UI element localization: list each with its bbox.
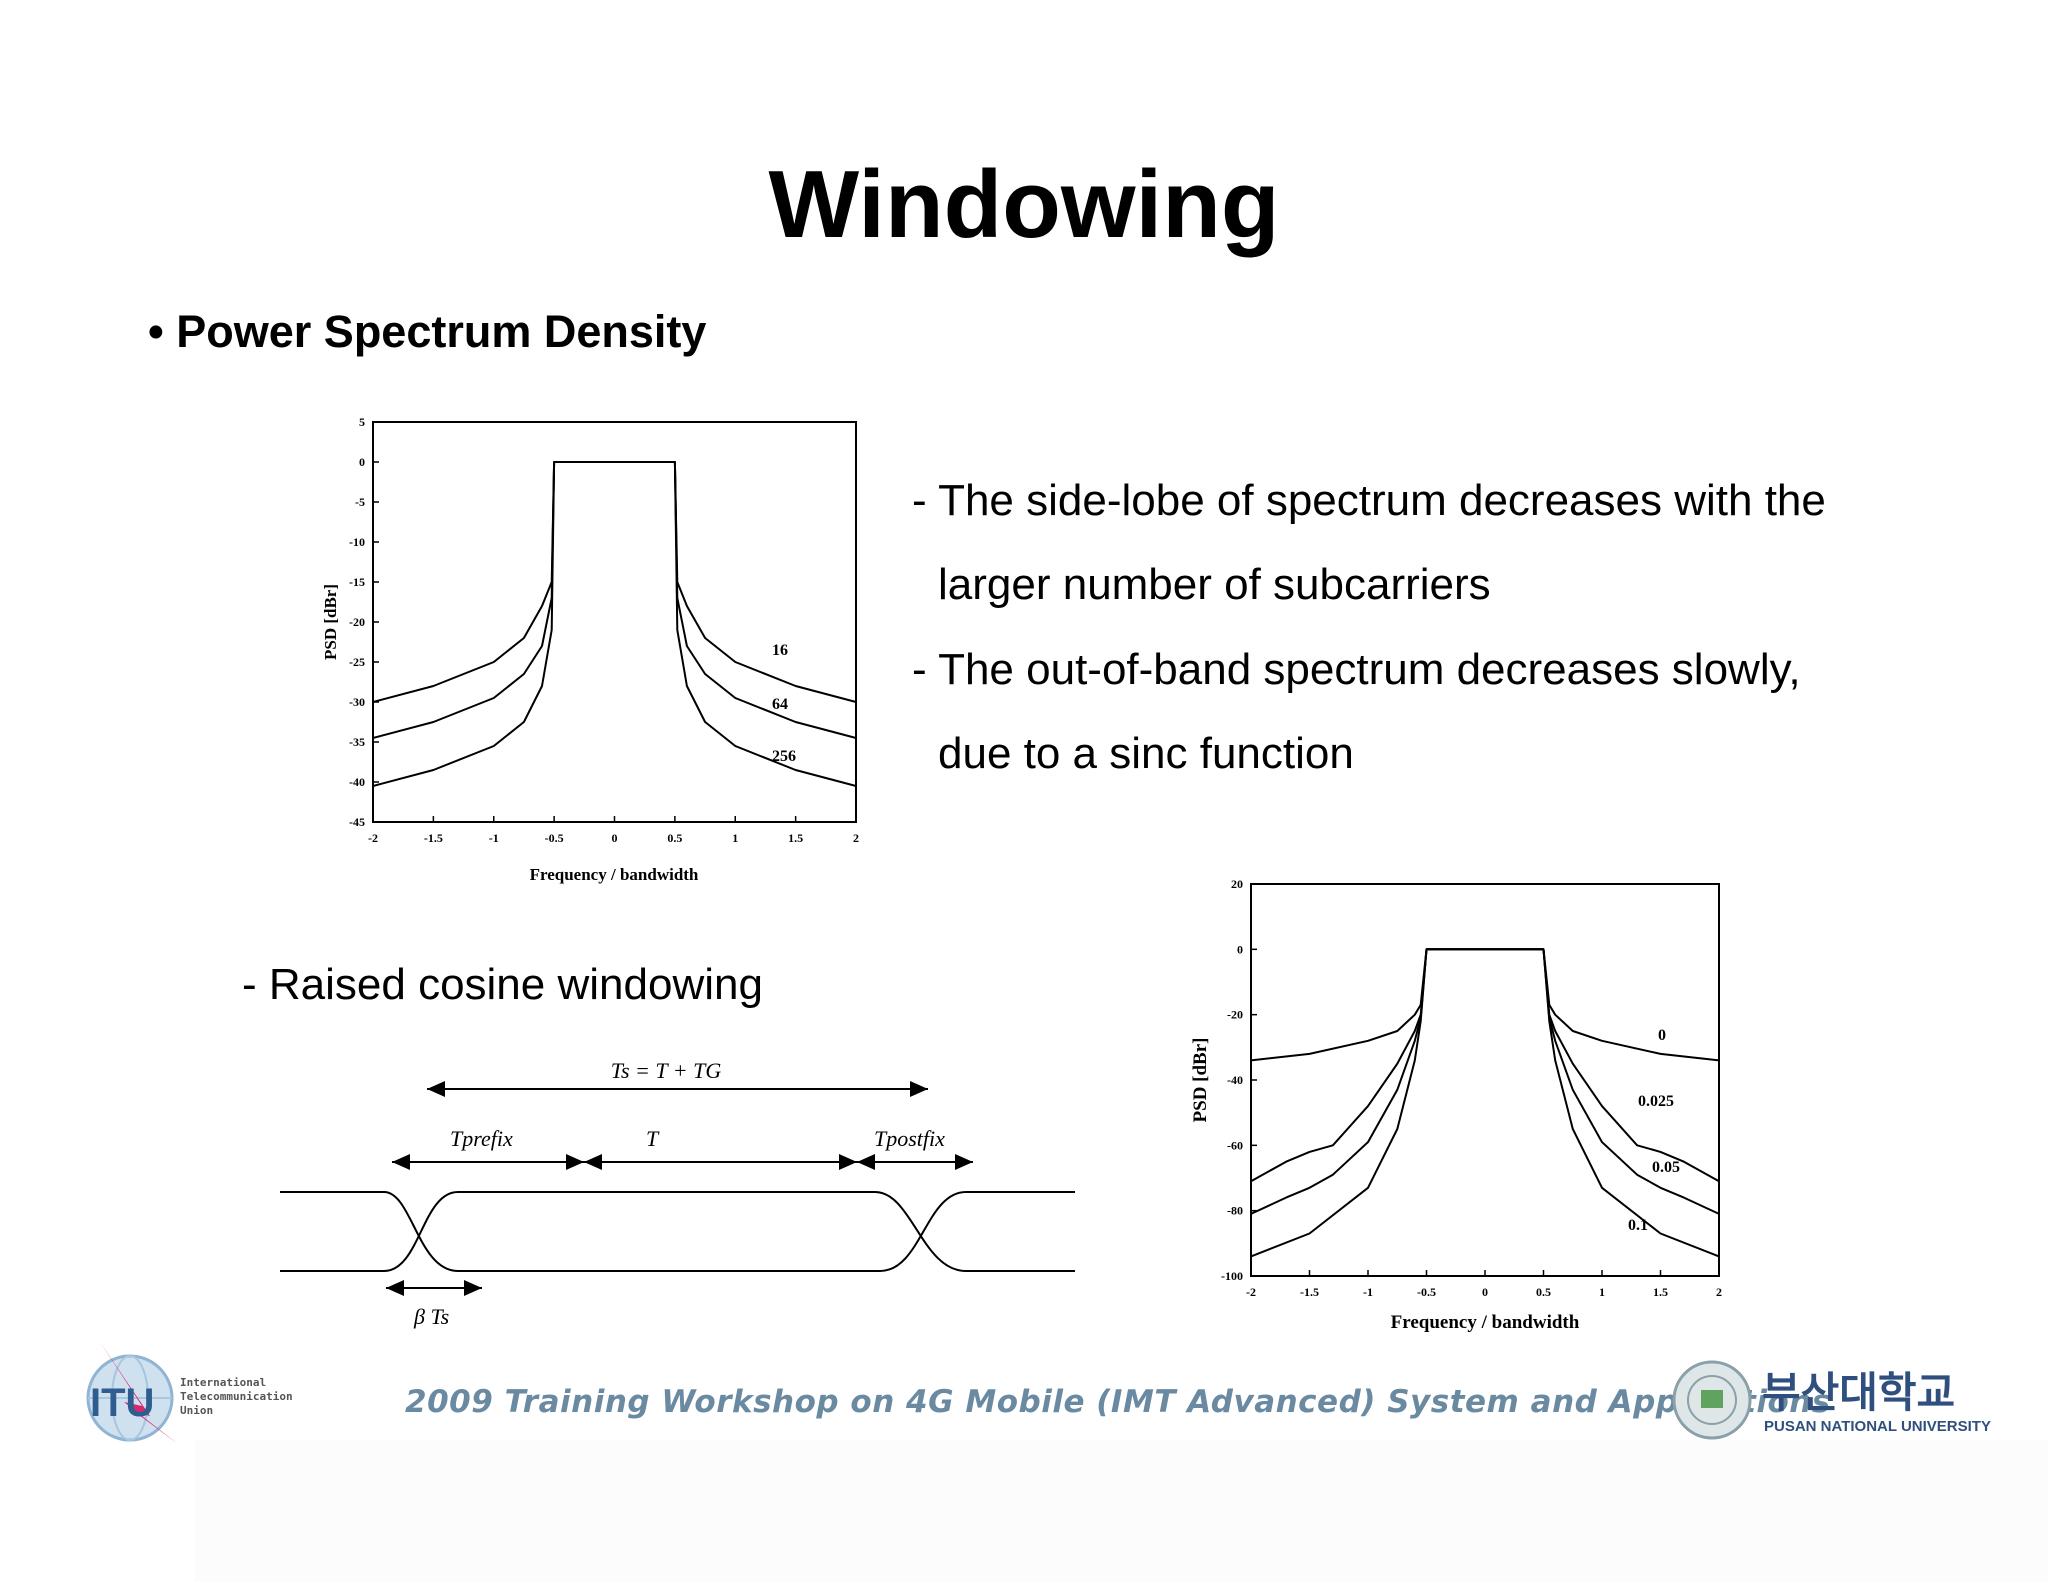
university-english-name: PUSAN NATIONAL UNIVERSITY: [1764, 1418, 1991, 1435]
slide-title: Windowing: [768, 151, 1280, 258]
t-prefix-label: Tprefix: [450, 1126, 513, 1151]
plot-frame: [1250, 883, 1720, 1277]
y-tick-label: -20: [349, 615, 365, 629]
y-tick-label: 0: [1237, 942, 1243, 956]
workshop-footer-text: 2009 Training Workshop on 4G Mobile (IMT…: [405, 1384, 1831, 1420]
y-tick-label: 20: [1231, 877, 1243, 891]
t-postfix-label: Tpostfix: [874, 1126, 945, 1151]
y-tick-label: -35: [349, 735, 365, 749]
series-lines: [372, 461, 857, 787]
series-line-16: [372, 461, 857, 703]
itu-logo: ITU International Telecommunication Unio…: [86, 1342, 293, 1444]
x-tick-label: 0: [612, 831, 618, 845]
ts-label: Ts = T + TG: [611, 1058, 722, 1083]
x-tick-label: -1: [1363, 1285, 1373, 1299]
itu-org-line-1: International: [180, 1376, 266, 1389]
series-label-16: 16: [772, 642, 788, 659]
series-line-256: [372, 461, 857, 787]
series-line-0.025: [1250, 948, 1720, 1183]
series-label-256: 256: [772, 748, 796, 765]
pusan-university-logo: 부산대학교 PUSAN NATIONAL UNIVERSITY: [1672, 1360, 1991, 1440]
y-axis-label: PSD [dBr]: [1190, 1038, 1211, 1123]
y-tick-label: -10: [349, 535, 365, 549]
note-line-3: - The out-of-band spectrum decreases slo…: [912, 645, 1801, 694]
x-tick-label: 0.5: [667, 831, 682, 845]
series-lines: [1250, 948, 1720, 1258]
beta-ts-label: β Ts: [413, 1304, 449, 1329]
note-line-4: due to a sinc function: [938, 729, 1354, 778]
y-tick-label: -40: [349, 775, 365, 789]
axis-ticks: -2 -1.5 -1 -0.5 0 0.5 1 1.5 2 5 0 -5 -10 -15 -20 -25 -30…: [349, 415, 859, 845]
psd-rolloff-chart: -2 -1.5 -1 -0.5 0 0.5 1 1.5 2 20 0 -20 -40 -60 -80 -100…: [1190, 877, 1722, 1333]
x-tick-label: 0.5: [1536, 1285, 1551, 1299]
t-label: T: [646, 1126, 660, 1151]
psd-subcarriers-chart: -2 -1.5 -1 -0.5 0 0.5 1 1.5 2 5 0 -5 -10 -15 -20 -25 -30…: [321, 415, 859, 884]
x-tick-label: 1.5: [1653, 1285, 1668, 1299]
series-line-0: [1250, 948, 1720, 1062]
y-tick-label: -40: [1227, 1073, 1243, 1087]
university-korean-name: 부산대학교: [1762, 1368, 1955, 1417]
seal-emblem-icon: [1701, 1390, 1723, 1408]
x-tick-label: -1: [489, 831, 499, 845]
series-label-0.025: 0.025: [1638, 1093, 1674, 1110]
y-axis-label: PSD [dBr]: [321, 584, 340, 660]
x-axis-label: Frequency / bandwidth: [1391, 1312, 1580, 1333]
x-tick-label: 1.5: [788, 831, 803, 845]
itu-org-line-3: Union: [180, 1404, 213, 1417]
raised-cosine-timing-diagram: Ts = T + TG Tprefix T Tpostfix β Ts: [280, 1058, 1075, 1329]
x-tick-label: 1: [1599, 1285, 1605, 1299]
bullet-heading: • Power Spectrum Density: [148, 306, 707, 357]
series-label-0.1: 0.1: [1628, 1217, 1648, 1234]
y-tick-label: -20: [1227, 1008, 1243, 1022]
x-tick-label: -2: [368, 831, 378, 845]
x-tick-label: -1.5: [1300, 1285, 1319, 1299]
x-tick-label: -0.5: [545, 831, 564, 845]
series-label-0: 0: [1658, 1027, 1666, 1044]
x-axis-label: Frequency / bandwidth: [530, 865, 699, 884]
series-label-0.05: 0.05: [1652, 1159, 1680, 1176]
x-tick-label: 2: [853, 831, 859, 845]
note-line-2: larger number of subcarriers: [938, 560, 1491, 609]
y-tick-label: -30: [349, 695, 365, 709]
window-upper-waveform: [280, 1191, 1075, 1272]
x-tick-label: 1: [732, 831, 738, 845]
x-tick-label: -2: [1246, 1285, 1256, 1299]
y-tick-label: -100: [1221, 1269, 1243, 1283]
y-tick-label: -15: [349, 575, 365, 589]
x-tick-label: -0.5: [1417, 1285, 1436, 1299]
itu-org-line-2: Telecommunication: [180, 1390, 293, 1403]
y-tick-label: -45: [349, 815, 365, 829]
footer-background: [195, 1440, 2048, 1582]
y-tick-label: -25: [349, 655, 365, 669]
x-tick-label: -1.5: [424, 831, 443, 845]
axis-ticks: -2 -1.5 -1 -0.5 0 0.5 1 1.5 2 20 0 -20 -40 -60 -80 -100: [1221, 877, 1722, 1299]
x-tick-label: 0: [1482, 1285, 1488, 1299]
series-label-64: 64: [772, 696, 788, 713]
seal-inner-ring-icon: [1687, 1375, 1737, 1425]
y-tick-label: -80: [1227, 1204, 1243, 1218]
y-tick-label: 5: [359, 415, 365, 429]
itu-logo-letters: ITU: [90, 1381, 154, 1425]
y-tick-label: 0: [359, 455, 365, 469]
y-tick-label: -5: [355, 495, 365, 509]
series-line-0.1: [1250, 948, 1720, 1258]
window-lower-waveform: [280, 1191, 1075, 1272]
y-tick-label: -60: [1227, 1138, 1243, 1152]
series-line-0.05: [1250, 948, 1720, 1215]
x-tick-label: 2: [1716, 1285, 1722, 1299]
raised-cosine-label: - Raised cosine windowing: [242, 960, 763, 1009]
note-line-1: - The side-lobe of spectrum decreases wi…: [912, 476, 1826, 525]
